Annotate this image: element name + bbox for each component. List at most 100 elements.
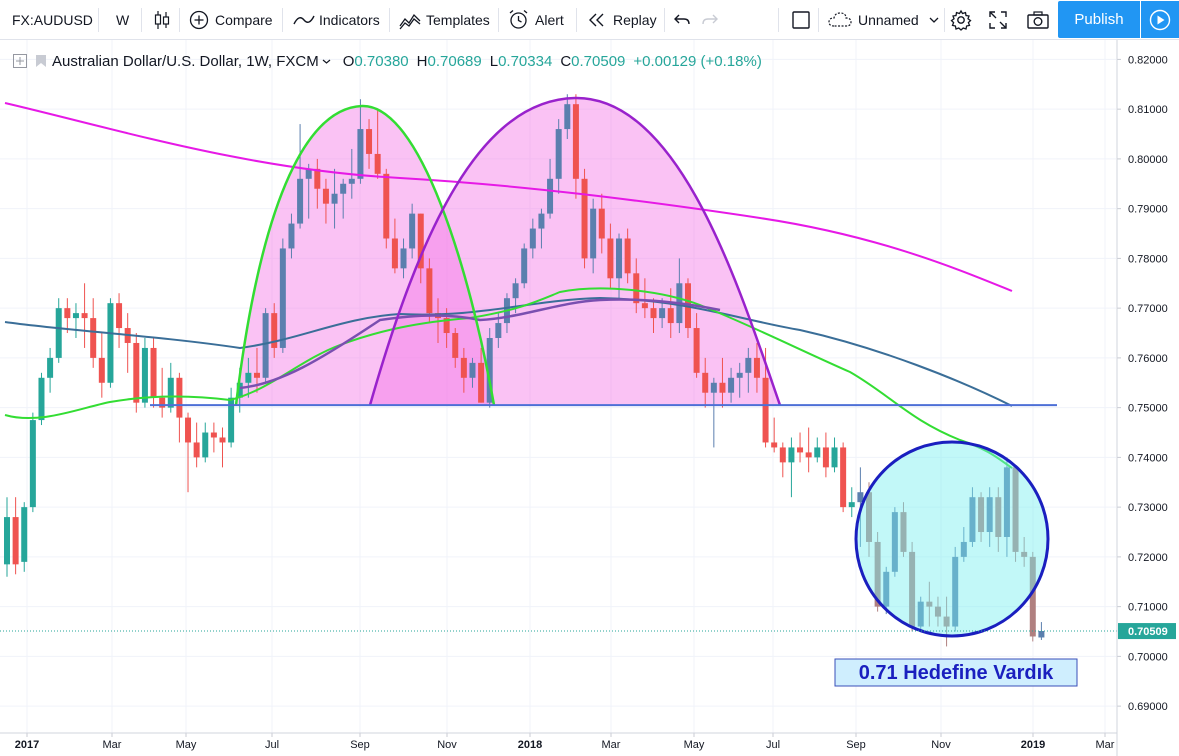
layout-menu-button[interactable]: Unnamed bbox=[828, 0, 939, 39]
fullscreen-button[interactable] bbox=[988, 0, 1008, 39]
high-label: H bbox=[416, 52, 428, 70]
candle-body bbox=[107, 303, 114, 383]
chart-style-button[interactable] bbox=[152, 0, 172, 39]
candle-body bbox=[736, 372, 743, 378]
candle-body bbox=[745, 357, 752, 373]
candle-body bbox=[478, 362, 485, 403]
candle-body bbox=[616, 238, 623, 279]
target-annotation-box bbox=[834, 658, 1078, 687]
templates-button[interactable]: Templates bbox=[399, 0, 490, 39]
candle-body bbox=[917, 601, 924, 627]
candle-body bbox=[167, 377, 174, 408]
settings-button[interactable] bbox=[950, 0, 972, 39]
candle-body bbox=[4, 517, 10, 565]
candle-body bbox=[822, 447, 829, 468]
candle-body bbox=[728, 377, 735, 393]
candle-body bbox=[176, 377, 183, 418]
square-icon bbox=[791, 10, 811, 30]
candle-body bbox=[926, 601, 933, 607]
close-value: 0.70509 bbox=[571, 52, 626, 70]
candle-body bbox=[409, 213, 416, 249]
candle-body bbox=[262, 313, 269, 378]
open-value: 0.70380 bbox=[354, 52, 409, 70]
redo-button[interactable] bbox=[701, 0, 719, 39]
price-tick-label: 0.73000 bbox=[1128, 502, 1168, 514]
candle-body bbox=[779, 447, 786, 463]
candle-body bbox=[47, 357, 54, 378]
candle-body bbox=[753, 357, 760, 378]
candle-body bbox=[279, 248, 286, 348]
compare-button[interactable]: Compare bbox=[189, 0, 273, 39]
candle-body bbox=[426, 268, 433, 314]
candle-body bbox=[288, 223, 295, 249]
redo-icon bbox=[701, 12, 719, 28]
candle-body bbox=[486, 337, 493, 403]
candle-body bbox=[133, 342, 140, 403]
candle-body bbox=[900, 512, 907, 552]
toolbar-divider bbox=[576, 8, 577, 32]
price-tick-label: 0.75000 bbox=[1128, 403, 1168, 415]
candle-body bbox=[331, 193, 338, 204]
collapse-toggle-icon[interactable] bbox=[12, 53, 28, 69]
undo-icon bbox=[673, 12, 691, 28]
rewind-icon bbox=[587, 12, 607, 28]
candle-body bbox=[978, 497, 985, 533]
candle-body bbox=[1038, 631, 1045, 638]
candle-body bbox=[72, 313, 79, 319]
fullscreen-select-button[interactable] bbox=[791, 0, 811, 39]
snapshot-button[interactable] bbox=[1027, 0, 1049, 39]
candle-body bbox=[297, 178, 304, 224]
candle-body bbox=[391, 238, 398, 269]
replay-button[interactable]: Replay bbox=[587, 0, 657, 39]
time-tick-label: 2018 bbox=[518, 739, 542, 751]
high-value: 0.70689 bbox=[427, 52, 482, 70]
candle-body bbox=[934, 606, 941, 617]
chevron-down-icon[interactable] bbox=[322, 58, 331, 65]
toolbar-divider bbox=[778, 8, 779, 32]
candle-body bbox=[159, 397, 166, 408]
time-tick-label: Sep bbox=[846, 739, 866, 751]
candle-body bbox=[641, 303, 648, 309]
layout-name-label: Unnamed bbox=[858, 11, 919, 28]
candle-body bbox=[762, 377, 769, 443]
candle-body bbox=[521, 248, 528, 284]
price-tick-label: 0.74000 bbox=[1128, 452, 1168, 464]
candle-body bbox=[848, 502, 855, 508]
candle-body bbox=[417, 213, 424, 269]
toolbar-divider bbox=[944, 8, 945, 32]
price-chart[interactable]: 0.70509 0.71 Hedefine Vardık 0.82000 0.810… bbox=[0, 40, 1179, 756]
candle-body bbox=[348, 178, 355, 184]
interval-label: W bbox=[116, 11, 130, 28]
indicators-icon bbox=[293, 10, 315, 30]
candle-body bbox=[340, 183, 347, 194]
candle-body bbox=[460, 357, 467, 378]
symbol-label: FX:AUDUSD bbox=[12, 11, 93, 28]
interval-button[interactable]: W bbox=[116, 0, 129, 39]
ma-green-line bbox=[4, 287, 1013, 469]
low-value: 0.70334 bbox=[498, 52, 553, 70]
symbol-search-button[interactable]: FX:AUDUSD bbox=[12, 0, 93, 39]
alert-button[interactable]: Alert bbox=[508, 0, 564, 39]
ma-blue-line bbox=[4, 296, 1013, 407]
candle-body bbox=[702, 372, 709, 393]
candle-body bbox=[253, 372, 260, 378]
publish-menu-button[interactable] bbox=[1141, 1, 1179, 38]
time-tick-label: Nov bbox=[437, 739, 457, 751]
candle-body bbox=[607, 238, 614, 279]
left-arch-outline bbox=[234, 104, 496, 406]
candle-body bbox=[512, 283, 519, 299]
candle-body bbox=[12, 517, 19, 565]
candle-body bbox=[322, 188, 329, 204]
indicators-button[interactable]: Indicators bbox=[293, 0, 380, 39]
legend-title[interactable]: Australian Dollar/U.S. Dollar, 1W, FXCM bbox=[52, 52, 319, 70]
publish-button[interactable]: Publish bbox=[1058, 1, 1140, 38]
candle-body bbox=[1003, 467, 1010, 537]
undo-button[interactable] bbox=[673, 0, 691, 39]
chart-legend: Australian Dollar/U.S. Dollar, 1W, FXCM … bbox=[12, 50, 762, 72]
price-tick-label: 0.69000 bbox=[1128, 701, 1168, 713]
candle-body bbox=[555, 129, 562, 179]
camera-icon bbox=[1027, 10, 1049, 29]
alert-label: Alert bbox=[535, 11, 564, 28]
candle-body bbox=[633, 273, 640, 304]
candle-body bbox=[995, 497, 1002, 537]
